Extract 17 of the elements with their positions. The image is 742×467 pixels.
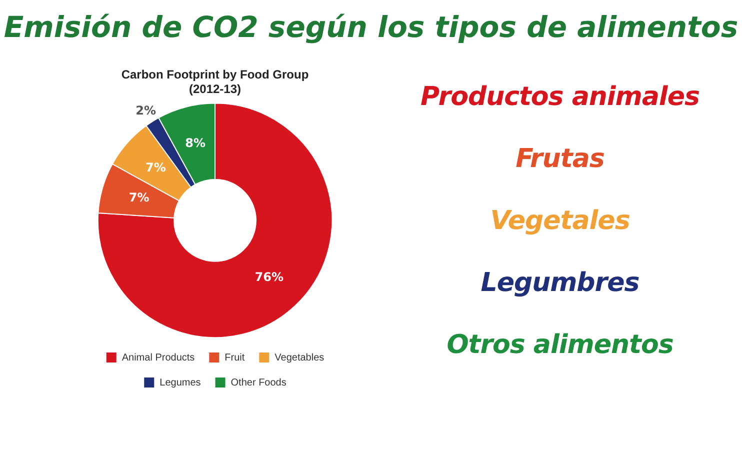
- legend-label: Other Foods: [230, 377, 286, 388]
- legend-label: Legumes: [160, 377, 201, 388]
- data-label: 7%: [128, 190, 150, 204]
- chart-title: Emisión de CO2 según los tipos de alimentos: [2, 10, 740, 44]
- chart-subtitle: Carbon Footprint by Food Group (2012-13): [121, 68, 309, 96]
- data-label: 2%: [136, 104, 156, 118]
- legend-label: Fruit: [224, 352, 245, 364]
- text: Frutas: [514, 143, 606, 176]
- text: Otros alimentos: [446, 329, 674, 362]
- text: Productos animales: [420, 81, 700, 114]
- text: Legumbres: [480, 267, 640, 300]
- data-label: 7%: [146, 160, 166, 174]
- data-label: 8%: [185, 136, 206, 150]
- data-label: 76%: [254, 270, 284, 284]
- legend-label: Animal Products: [122, 352, 195, 364]
- legend-label: Vegetables: [274, 352, 324, 364]
- text: Vegetales: [489, 205, 631, 238]
